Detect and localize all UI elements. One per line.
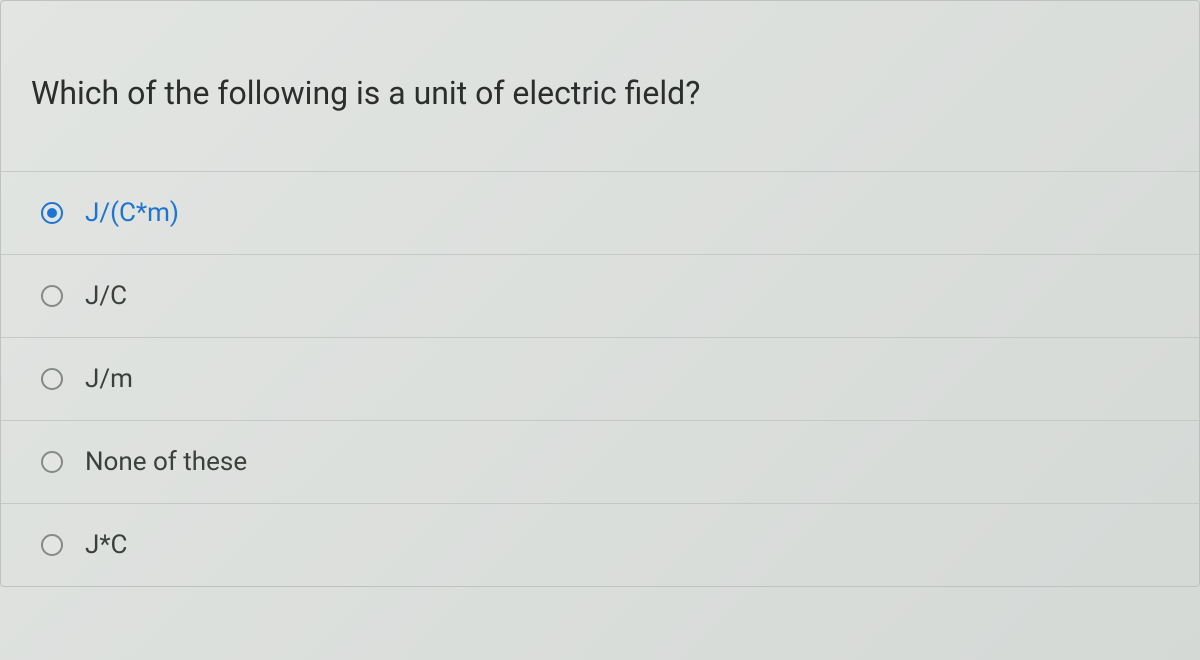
radio-icon bbox=[41, 285, 63, 307]
option-label: None of these bbox=[85, 447, 247, 477]
option-row-1[interactable]: J/C bbox=[1, 255, 1199, 338]
quiz-page: Which of the following is a unit of elec… bbox=[0, 0, 1200, 660]
radio-icon bbox=[41, 202, 63, 224]
option-row-3[interactable]: None of these bbox=[1, 421, 1199, 504]
question-card: Which of the following is a unit of elec… bbox=[0, 0, 1200, 587]
radio-icon bbox=[41, 368, 63, 390]
option-label: J/m bbox=[85, 364, 133, 394]
option-label: J/C bbox=[85, 281, 127, 311]
radio-icon bbox=[41, 451, 63, 473]
question-text: Which of the following is a unit of elec… bbox=[1, 1, 1199, 171]
options-list: J/(C*m) J/C J/m None of these J*C bbox=[1, 171, 1199, 586]
option-row-2[interactable]: J/m bbox=[1, 338, 1199, 421]
option-label: J*C bbox=[85, 530, 127, 560]
radio-icon bbox=[41, 534, 63, 556]
option-row-4[interactable]: J*C bbox=[1, 504, 1199, 586]
option-label: J/(C*m) bbox=[85, 198, 179, 228]
option-row-0[interactable]: J/(C*m) bbox=[1, 172, 1199, 255]
